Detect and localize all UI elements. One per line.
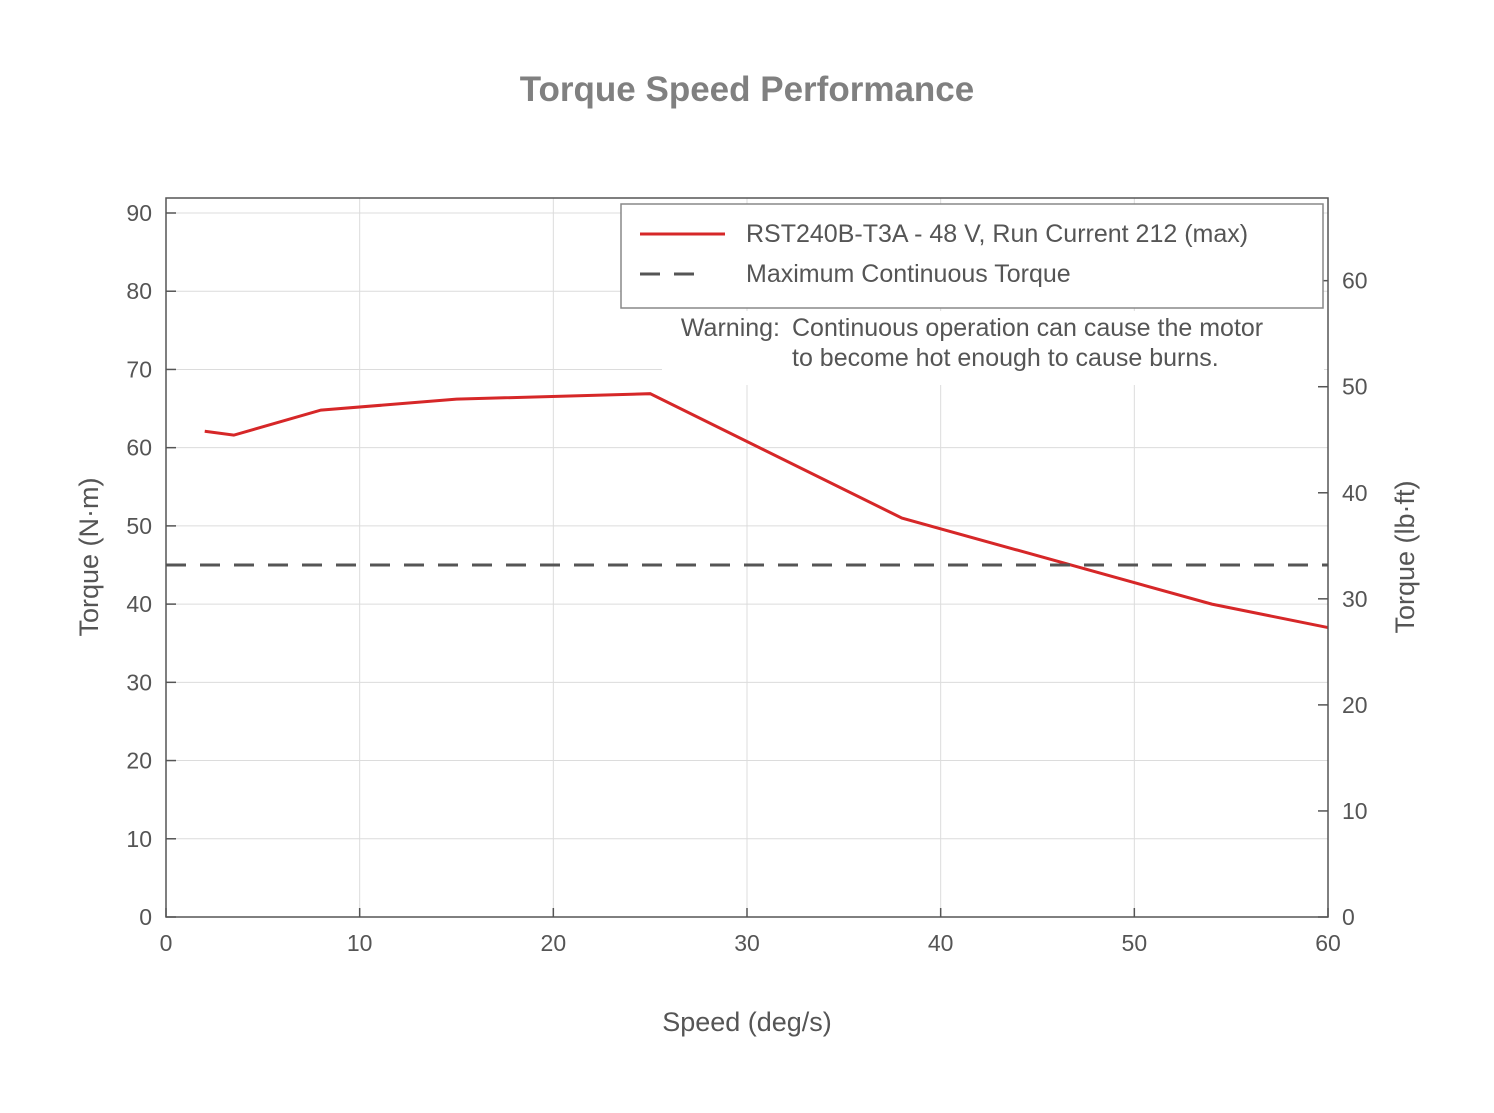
y-tick-label-left: 20 [126, 748, 152, 774]
y-tick-label-left: 40 [126, 591, 152, 617]
y-tick-label-left: 0 [139, 904, 152, 930]
series-layer [166, 392, 1329, 630]
y-tick-label-right: 30 [1342, 586, 1368, 612]
x-tick-label: 30 [734, 930, 760, 956]
x-tick-label: 50 [1122, 930, 1148, 956]
ticks: 0 10 20 30 40 50 60010203040506070809001020304… [126, 200, 1367, 956]
y-tick-label-left: 80 [126, 278, 152, 304]
y-tick-label-right: 40 [1342, 480, 1368, 506]
y-tick-label-left: 30 [126, 669, 152, 695]
x-tick-label: 20 [541, 930, 567, 956]
y-tick-label-right: 0 [1342, 904, 1355, 930]
x-tick-label: 10 [347, 930, 373, 956]
warning-annotation: Warning: Continuous operation can cause … [662, 311, 1324, 385]
y-tick-label-left: 10 [126, 826, 152, 852]
warning-background [662, 311, 1324, 385]
y-axis-label-right: Torque (lb·ft) [1390, 480, 1420, 633]
y-tick-label-right: 10 [1342, 798, 1368, 824]
warning-label: Warning: [681, 314, 780, 342]
y-tick-label-right: 60 [1342, 268, 1368, 294]
y-tick-label-left: 60 [126, 435, 152, 461]
legend: RST240B-T3A - 48 V, Run Current 212 (max… [620, 203, 1324, 309]
y-tick-label-left: 70 [126, 356, 152, 382]
legend-box [620, 203, 1324, 309]
y-tick-label-right: 20 [1342, 692, 1368, 718]
chart-title: Torque Speed Performance [520, 70, 974, 109]
x-axis-label: Speed (deg/s) [662, 1007, 832, 1037]
warning-line-2: to become hot enough to cause burns. [792, 344, 1219, 372]
y-tick-label-right: 50 [1342, 374, 1368, 400]
legend-label-1: Maximum Continuous Torque [746, 260, 1071, 288]
x-tick-label: 60 [1315, 930, 1341, 956]
y-tick-label-left: 50 [126, 513, 152, 539]
y-axis-label-left: Torque (N·m) [74, 477, 104, 636]
warning-line-1: Continuous operation can cause the motor [792, 314, 1263, 342]
series-line-0 [204, 392, 1329, 630]
y-tick-label-left: 90 [126, 200, 152, 226]
x-tick-label: 40 [928, 930, 954, 956]
legend-label-0: RST240B-T3A - 48 V, Run Current 212 (max… [746, 220, 1248, 248]
x-tick-label: 0 [160, 930, 173, 956]
